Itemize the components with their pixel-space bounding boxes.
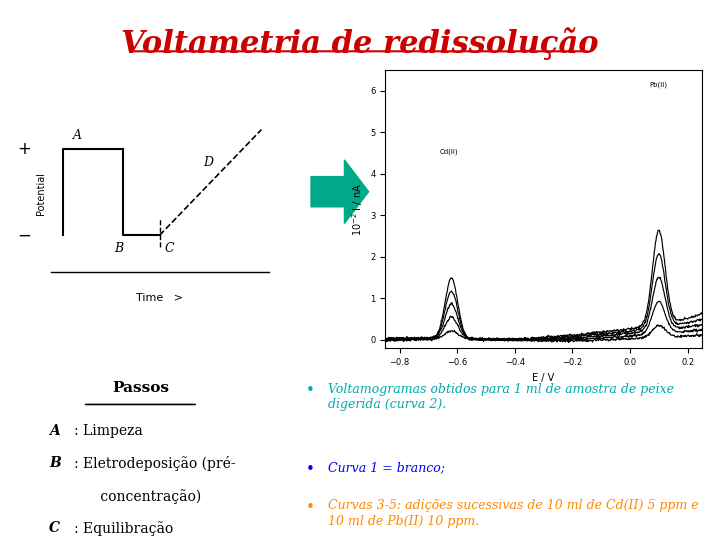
- Text: : Limpeza: : Limpeza: [74, 424, 143, 438]
- Text: C: C: [165, 242, 174, 255]
- Text: concentração): concentração): [74, 489, 202, 504]
- Text: Potential: Potential: [36, 172, 46, 215]
- Text: B: B: [114, 242, 123, 255]
- Text: A: A: [49, 424, 60, 438]
- Text: : Eletrodeposição (pré-: : Eletrodeposição (pré-: [74, 456, 235, 471]
- Y-axis label: $10^{-2}$ I / nA: $10^{-2}$ I / nA: [350, 183, 364, 236]
- Text: •: •: [306, 383, 315, 399]
- Text: Passos: Passos: [112, 381, 169, 395]
- Text: C: C: [49, 521, 60, 535]
- Text: +: +: [17, 140, 31, 158]
- Text: A: A: [73, 130, 81, 143]
- Text: Voltamogramas obtidos para 1 ml de amostra de peixe
digerida (curva 2).: Voltamogramas obtidos para 1 ml de amost…: [328, 383, 674, 411]
- Text: Curvas 3-5: adições sucessivas de 10 ml de Cd(II) 5 ppm e
10 ml de Pb(II) 10 ppm: Curvas 3-5: adições sucessivas de 10 ml …: [328, 500, 698, 528]
- Text: −: −: [17, 226, 31, 244]
- Text: •: •: [306, 462, 315, 477]
- X-axis label: E / V: E / V: [533, 373, 554, 382]
- Text: D: D: [203, 157, 213, 170]
- Text: B: B: [49, 456, 60, 470]
- Polygon shape: [311, 160, 369, 224]
- Text: Pb(II): Pb(II): [650, 82, 668, 89]
- Text: Cd(II): Cd(II): [439, 148, 458, 155]
- Text: •: •: [306, 500, 315, 515]
- Text: : Equilibração: : Equilibração: [74, 521, 174, 536]
- Text: Time   >: Time >: [136, 293, 183, 303]
- Text: Voltametria de redissolução: Voltametria de redissolução: [121, 27, 599, 60]
- Text: Curva 1 = branco;: Curva 1 = branco;: [328, 462, 444, 475]
